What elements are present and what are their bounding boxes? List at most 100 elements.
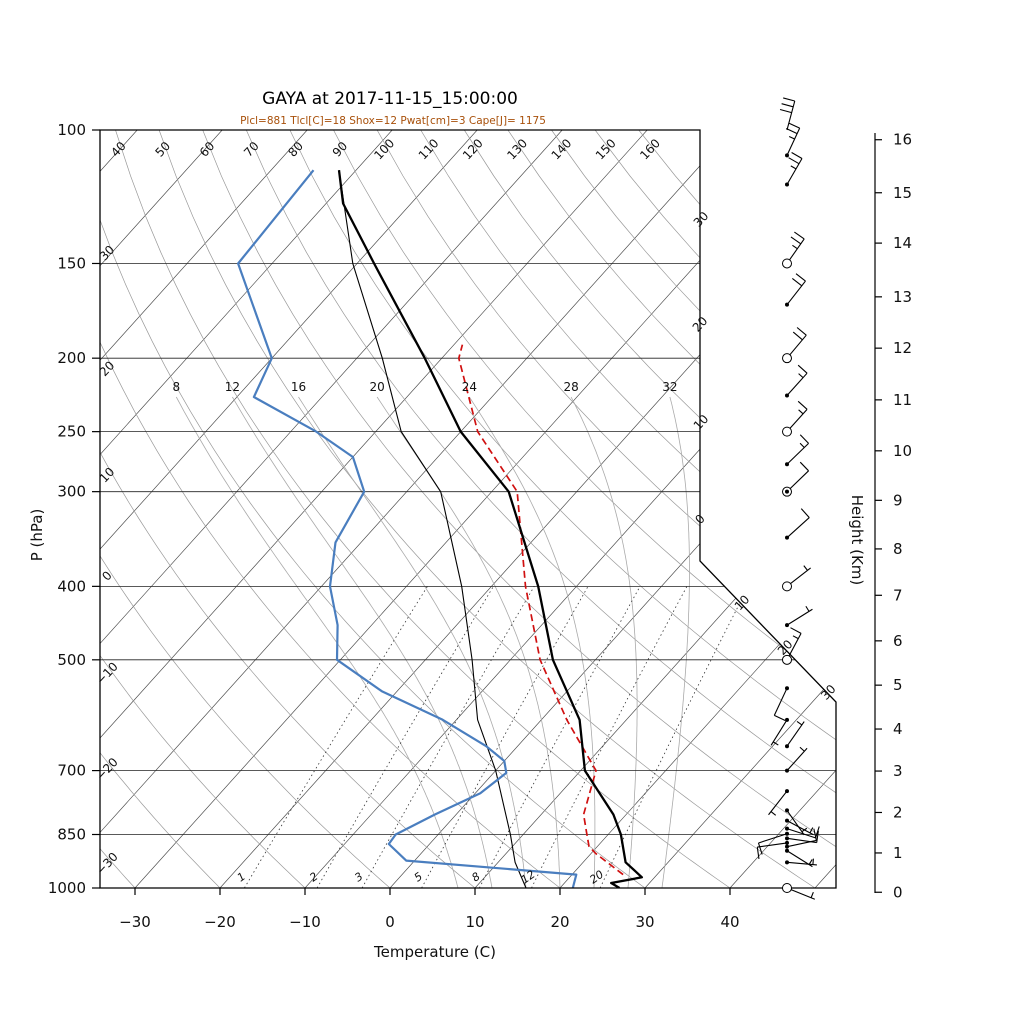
dry-adiabat-line — [158, 130, 816, 888]
right-edge-label: 30 — [691, 209, 712, 230]
mixing-ratio-line — [316, 586, 494, 888]
wind-barb — [782, 400, 808, 437]
dry-adiabat-line — [245, 130, 836, 888]
temperature-curve — [337, 170, 644, 888]
pressure-tick-label: 1000 — [48, 879, 86, 897]
barb-feather-full — [813, 828, 817, 841]
barb-feather-half — [799, 442, 805, 448]
wind-barb — [785, 122, 801, 158]
boundary-isotherm-label: 20 — [775, 637, 796, 658]
pressure-tick-label: 400 — [57, 577, 86, 595]
moist-adiabat-label: 32 — [662, 380, 677, 394]
wind-barb — [785, 858, 817, 866]
barb-feather-full — [779, 108, 792, 114]
wind-barb — [782, 327, 807, 364]
temp-tick-label: 0 — [385, 913, 395, 931]
temp-tick-label: 30 — [635, 913, 654, 931]
barb-staff — [770, 719, 788, 746]
pressure-axis-title: P (hPa) — [28, 509, 46, 562]
dry-adiabat-label: 60 — [197, 139, 218, 160]
isotherm-line — [100, 130, 648, 888]
wind-barb — [768, 789, 789, 816]
grid-moist-adiabats — [175, 396, 690, 888]
station-dot — [785, 462, 789, 467]
chart-subtitle: Plcl=881 Tlcl[C]=18 Shox=12 Pwat[cm]=3 C… — [240, 115, 546, 127]
barb-feather-half — [808, 859, 813, 865]
barb-feather-half — [772, 741, 779, 746]
mixing-ratio-label: 20 — [587, 868, 606, 887]
dry-adiabat-label: −30 — [93, 850, 121, 878]
dry-adiabat-line — [420, 130, 836, 888]
dry-adiabat-line — [289, 130, 836, 888]
pressure-tick-label: 300 — [57, 483, 86, 501]
sounding-profiles — [237, 169, 644, 888]
isotherm-line — [100, 130, 223, 888]
barb-feather-full — [788, 157, 800, 165]
moist-adiabat-label: 28 — [563, 380, 578, 394]
barb-staff — [786, 810, 805, 836]
barb-feather-full — [790, 627, 802, 634]
dry-adiabat-label: 130 — [504, 136, 530, 162]
barb-staff — [786, 828, 816, 839]
moist-adiabat-line — [570, 396, 638, 888]
barb-feather-half — [799, 746, 805, 752]
station-dot — [785, 789, 789, 794]
barb-feather-half — [798, 373, 804, 379]
dry-adiabat-line — [115, 130, 731, 888]
temp-tick-label: 40 — [720, 913, 739, 931]
barb-staff — [773, 687, 788, 716]
barb-staff — [786, 608, 813, 626]
pressure-tick-label: 850 — [57, 825, 86, 843]
barb-feather-full — [792, 331, 803, 341]
barb-staff — [768, 790, 788, 816]
barb-feather-full — [786, 128, 798, 135]
barb-staff — [786, 158, 803, 185]
dry-adiabat-label: 120 — [460, 136, 486, 162]
station-dot — [785, 844, 789, 849]
barb-feather-half — [790, 165, 797, 170]
parcel-curve — [457, 344, 624, 876]
wetbulb-curve — [338, 170, 527, 888]
moist-adiabat-line — [232, 396, 493, 888]
station-dot — [785, 489, 789, 494]
station-dot — [785, 818, 789, 823]
height-tick-label: 7 — [893, 586, 903, 604]
boundary-isotherm-label: 30 — [818, 682, 839, 703]
station-dot — [785, 182, 789, 187]
grid-isotherms — [100, 130, 836, 888]
wind-barb — [782, 565, 811, 592]
wind-barb — [757, 831, 789, 855]
moist-adiabat-label: 12 — [225, 380, 240, 394]
station-dot — [785, 302, 789, 307]
barb-feather-full — [790, 236, 802, 245]
barb-feather-full — [797, 400, 808, 410]
height-tick-label: 3 — [893, 762, 903, 780]
wind-barb-column — [756, 97, 820, 900]
isotherm-line — [389, 130, 836, 888]
height-axis-title: Height (Km) — [848, 495, 866, 586]
temp-tick-label: 10 — [465, 913, 484, 931]
pressure-tick-label: 100 — [57, 121, 86, 139]
grid-dry-adiabats — [100, 130, 836, 888]
right-edge-label: 10 — [691, 412, 712, 433]
height-tick-label: 4 — [893, 720, 903, 738]
barb-staff — [786, 820, 814, 836]
station-dot — [785, 860, 789, 865]
moist-adiabat-label: 8 — [172, 380, 180, 394]
height-tick-label: 6 — [893, 632, 903, 650]
barb-staff — [786, 887, 816, 900]
dry-adiabat-label: 50 — [152, 139, 173, 160]
moist-adiabat-label: 24 — [462, 380, 477, 394]
barb-feather-full — [797, 364, 808, 374]
dry-adiabat-label: 150 — [593, 136, 619, 162]
barb-staff — [786, 372, 808, 396]
barb-staff — [786, 837, 817, 844]
wind-barb — [785, 364, 808, 398]
station-dot — [785, 535, 789, 540]
height-tick-label: 8 — [893, 540, 903, 558]
barb-feather-full — [781, 103, 794, 108]
barb-feather-full — [783, 97, 795, 102]
barb-staff — [786, 747, 808, 771]
